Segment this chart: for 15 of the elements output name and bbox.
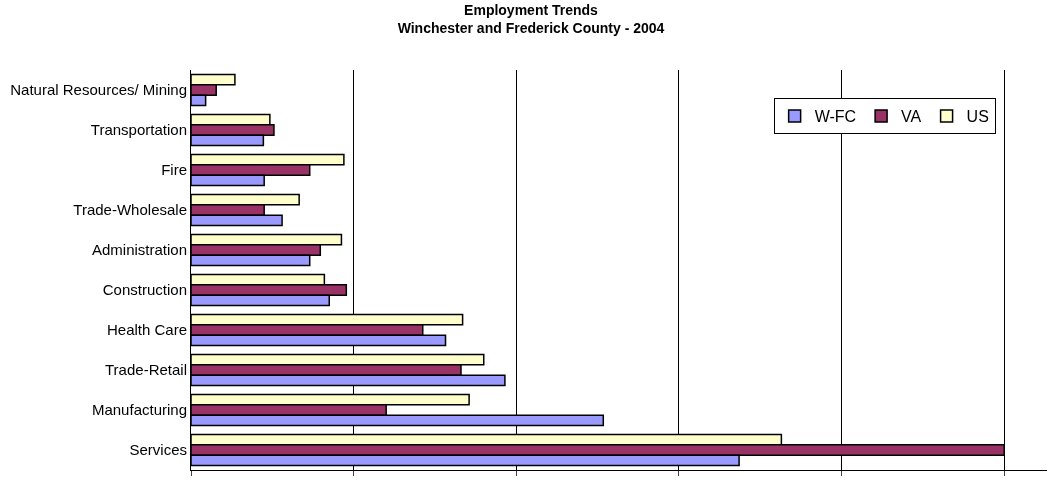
y-tick-label: Manufacturing	[91, 401, 187, 419]
chart-subtitle: Winchester and Frederick County - 2004	[397, 19, 665, 36]
y-tick-label: Administration	[91, 241, 187, 259]
chart-title: Employment Trends	[464, 1, 599, 18]
legend-label: US	[966, 108, 989, 126]
y-tick-label: Fire	[161, 161, 187, 179]
y-tick-label: Services	[129, 441, 187, 459]
y-tick-label: Health Care	[106, 321, 187, 339]
y-tick-label: Construction	[102, 281, 187, 299]
y-tick-label: Natural Resources/ Mining	[10, 81, 187, 99]
y-tick-label: Transportation	[90, 121, 187, 139]
y-tick-label: Trade-Retail	[105, 361, 187, 379]
legend-label: VA	[901, 108, 922, 126]
y-tick-label: Trade-Wholesale	[73, 201, 187, 219]
legend-label: W-FC	[814, 108, 857, 126]
